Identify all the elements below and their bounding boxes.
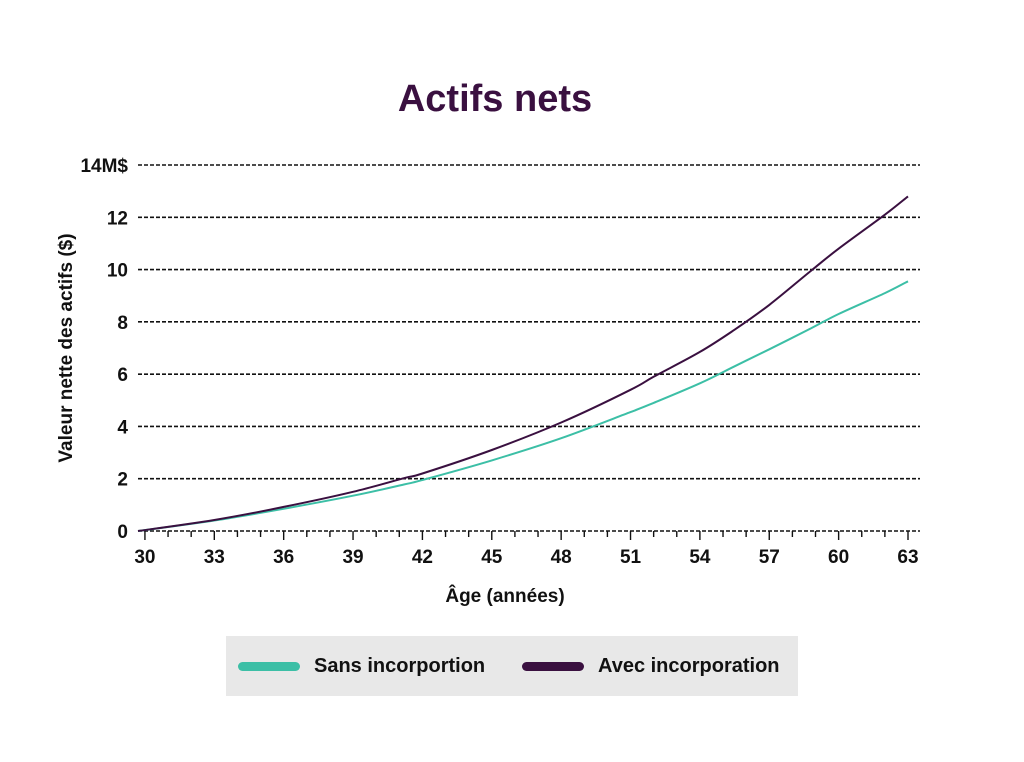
y-tick-label: 10 xyxy=(107,261,128,282)
legend: Sans incorportion Avec incorporation xyxy=(226,636,798,696)
x-axis-title: Âge (années) xyxy=(445,585,564,607)
y-tick-label: 8 xyxy=(117,313,128,334)
y-tick-label: 0 xyxy=(117,522,128,543)
x-tick-label: 48 xyxy=(551,547,572,568)
x-tick-label: 39 xyxy=(342,547,363,568)
legend-item-avec-incorporation: Avec incorporation xyxy=(522,636,780,696)
x-tick-label: 42 xyxy=(412,547,433,568)
legend-swatch-sans-incorporation xyxy=(238,661,300,671)
y-tick-label: 4 xyxy=(117,417,128,438)
legend-label-sans-incorporation: Sans incorportion xyxy=(314,654,486,677)
y-tick-label: 14M$ xyxy=(80,156,128,177)
x-tick-label: 36 xyxy=(273,547,294,568)
series-line-sans-incorporation xyxy=(137,280,909,532)
series-line-avec-incorporation xyxy=(137,195,909,532)
chart-title: Actifs nets xyxy=(397,78,593,120)
y-axis-title: Valeur nette des actifs ($) xyxy=(56,233,77,462)
x-tick-label: 54 xyxy=(689,547,711,568)
legend-item-sans-incorporation: Sans incorportion xyxy=(238,636,485,696)
y-tick-label: 12 xyxy=(107,208,128,229)
x-tick-label: 57 xyxy=(759,547,780,568)
x-axis-tick-labels: 30 33 36 39 42 45 48 51 54 57 60 63 xyxy=(134,547,918,568)
x-tick-label: 30 xyxy=(134,547,155,568)
legend-swatch-avec-incorporation xyxy=(522,661,584,671)
legend-label-avec-incorporation: Avec incorporation xyxy=(598,654,780,677)
x-tick-label: 60 xyxy=(828,547,849,568)
x-tick-label: 33 xyxy=(204,547,225,568)
x-tick-label: 63 xyxy=(897,547,918,568)
y-tick-label: 2 xyxy=(117,470,128,491)
gridlines xyxy=(138,164,920,532)
x-tick-label: 51 xyxy=(620,547,642,568)
series-lines xyxy=(137,195,909,532)
x-tick-label: 45 xyxy=(481,547,503,568)
y-tick-label: 6 xyxy=(117,365,128,386)
y-axis-tick-labels: 0 2 4 6 8 10 12 14M$ xyxy=(80,156,128,543)
x-axis xyxy=(144,531,909,540)
